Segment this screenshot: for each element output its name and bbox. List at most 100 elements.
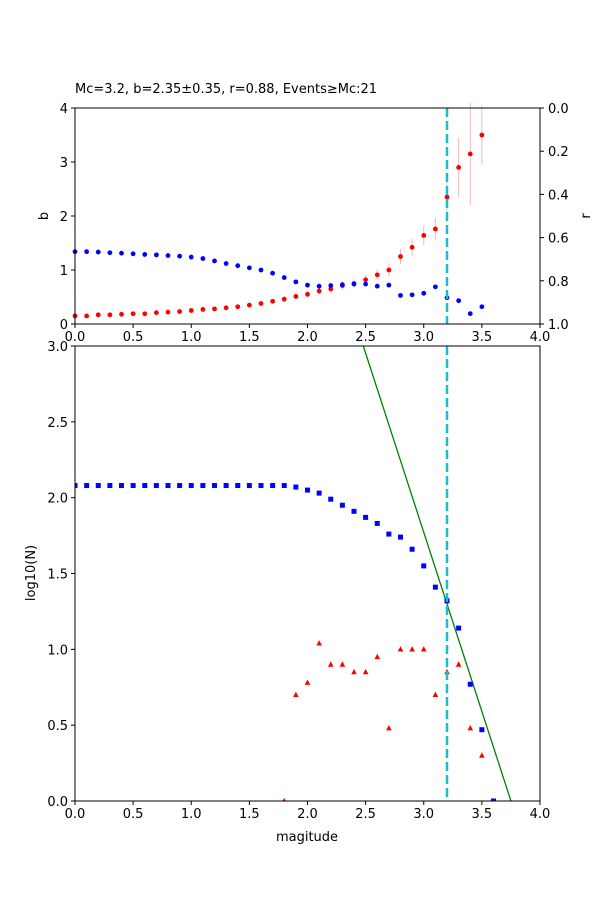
r-point <box>467 311 473 317</box>
cumulative-point <box>409 546 415 552</box>
non-cumulative-point <box>316 640 322 646</box>
cumulative-point <box>223 483 229 489</box>
b-value-point <box>188 308 194 313</box>
b-value-point <box>270 298 276 304</box>
r-point <box>281 275 287 280</box>
non-cumulative-point <box>397 646 404 652</box>
r-point <box>374 283 380 289</box>
r-point <box>432 284 438 290</box>
top-right-y-tick-label: 0.0 <box>548 102 569 117</box>
top-y-tick-label: 2 <box>60 210 68 225</box>
top-x-tick-label: 0.5 <box>123 330 144 345</box>
bottom-plot-frame <box>74 345 541 802</box>
non-cumulative-point <box>339 661 346 667</box>
r-point <box>246 265 252 271</box>
r-point <box>165 253 171 258</box>
cumulative-point <box>316 490 322 496</box>
non-cumulative-point <box>293 691 299 698</box>
b-value-point <box>421 233 427 238</box>
bottom-x-tick-label: 0.5 <box>123 807 144 822</box>
bottom-y-tick-label: 3.0 <box>47 340 68 355</box>
cumulative-point <box>328 496 334 502</box>
b-value-point <box>212 306 217 312</box>
top-plot-area: 0.0 0.5 1.0 1.5 2.0 2.5 3.0 3.5 4.0 0 1 2 3 4 0.0 0.2 0.… <box>60 102 569 345</box>
cumulative-point <box>293 484 299 490</box>
r-point <box>177 253 183 259</box>
r-point <box>212 258 217 264</box>
top-y-axis-label: b <box>37 212 52 220</box>
b-value-chart: Mc=3.2, b=2.35±0.35, r=0.88, Events≥Mc:2… <box>37 82 594 345</box>
top-x-tick-label: 2.5 <box>355 330 376 345</box>
top-right-y-axis-label: r <box>579 213 594 219</box>
bottom-y-tick-label: 1.0 <box>47 643 68 658</box>
b-value-point <box>316 288 322 294</box>
top-y-tick-label: 3 <box>60 156 68 171</box>
top-x-tick-label: 1.0 <box>181 330 202 345</box>
cumulative-point <box>84 483 90 489</box>
bottom-x-tick-label: 1.5 <box>239 807 260 822</box>
b-value-point <box>246 302 252 308</box>
b-value-point <box>130 311 136 317</box>
non-cumulative-point <box>351 668 357 675</box>
cumulative-point <box>130 483 136 489</box>
r-point <box>200 256 206 261</box>
b-value-point <box>153 310 159 316</box>
non-cumulative-point <box>420 646 427 652</box>
b-value-point <box>444 194 450 200</box>
non-cumulative-point <box>362 668 369 675</box>
top-x-tick-label: 0.0 <box>65 330 86 345</box>
r-point <box>293 279 299 285</box>
r-point <box>258 267 264 273</box>
b-value-point <box>200 307 206 312</box>
bottom-y-tick-label: 0.5 <box>47 719 68 734</box>
cumulative-point <box>119 483 124 489</box>
r-point <box>398 293 403 298</box>
r-point <box>363 281 369 287</box>
fit-line <box>362 346 512 801</box>
top-x-tick-label: 1.5 <box>239 330 260 345</box>
cumulative-point <box>398 534 403 540</box>
cumulative-point <box>305 487 310 493</box>
r-point <box>188 254 194 260</box>
cumulative-point <box>200 483 206 489</box>
cumulative-point <box>258 483 264 489</box>
bottom-x-tick-label: 2.0 <box>297 807 318 822</box>
r-point <box>305 282 310 288</box>
top-chart-title: Mc=3.2, b=2.35±0.35, r=0.88, Events≥Mc:2… <box>75 82 377 97</box>
b-value-point <box>409 244 415 250</box>
bottom-y-tick-label: 2.5 <box>47 416 68 431</box>
cumulative-point <box>351 508 357 514</box>
b-value-point <box>223 305 229 311</box>
bottom-x-tick-label: 2.5 <box>355 807 376 822</box>
bottom-x-tick-label: 3.0 <box>413 807 434 822</box>
top-right-y-tick-label: 1.0 <box>548 318 569 333</box>
non-cumulative-point <box>479 752 485 758</box>
cumulative-point <box>339 502 345 508</box>
b-value-point <box>107 312 113 318</box>
bottom-y-tick-label: 0.0 <box>47 795 68 810</box>
cumulative-point <box>212 483 217 489</box>
top-right-y-tick-label: 0.6 <box>548 232 569 247</box>
r-point <box>386 282 392 288</box>
cumulative-point <box>456 625 462 631</box>
b-value-point <box>456 165 462 170</box>
non-cumulative-point <box>282 797 286 801</box>
cumulative-point <box>491 798 496 801</box>
cumulative-point <box>153 483 159 489</box>
b-value-point <box>165 309 171 315</box>
r-point <box>107 250 113 256</box>
r-point <box>235 263 241 269</box>
r-point <box>119 250 124 256</box>
frequency-magnitude-chart: magitude log10(N) 0.0 0.5 1.0 1.5 2.0 2.5 3.0 3… <box>24 340 550 845</box>
cumulative-point <box>235 483 241 489</box>
cumulative-point <box>165 483 171 489</box>
r-point <box>456 298 462 304</box>
r-point <box>328 283 334 288</box>
cumulative-point <box>95 483 101 489</box>
r-point <box>95 249 101 255</box>
b-value-point <box>363 277 369 283</box>
cumulative-point <box>467 681 473 687</box>
top-right-y-tick-label: 0.4 <box>548 188 569 203</box>
cumulative-point <box>432 584 438 590</box>
